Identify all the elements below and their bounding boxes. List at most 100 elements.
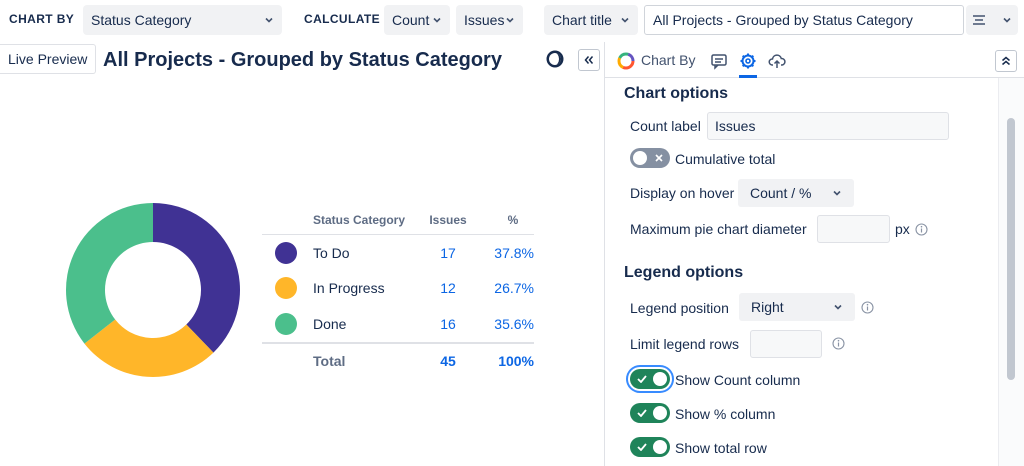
title-mode-select[interactable]: Chart title (544, 5, 638, 35)
toggle-knob (653, 440, 667, 454)
legend-issues-count[interactable]: 12 (440, 280, 456, 297)
legend-header-issues: Issues (429, 212, 467, 227)
chevron-down-icon (264, 15, 274, 25)
chevron-down-icon (832, 188, 842, 198)
donut-slice-in-progress[interactable] (84, 319, 214, 377)
align-center-icon (972, 14, 986, 26)
double-chevron-left-icon (583, 55, 595, 65)
app-logo-icon (616, 51, 636, 71)
collapse-preview-button[interactable] (578, 49, 600, 71)
calc-field-value: Issues (464, 12, 505, 28)
live-preview-tab[interactable]: Live Preview (0, 44, 97, 74)
scroll-to-top-button[interactable] (995, 50, 1017, 72)
info-icon[interactable] (915, 223, 928, 236)
display-on-hover-value: Count / % (750, 185, 812, 201)
legend-percent[interactable]: 35.6% (494, 315, 534, 332)
check-icon (634, 405, 650, 421)
theme-toggle-icon[interactable] (545, 49, 565, 69)
top-toolbar: CHART BY Status Category CALCULATE Count… (0, 0, 1024, 42)
legend-percent[interactable]: 26.7% (494, 280, 534, 297)
toggle-knob (633, 151, 647, 165)
legend-position-label: Legend position (630, 300, 729, 316)
show-percent-column-label: Show % column (675, 406, 776, 422)
show-count-column-label: Show Count column (675, 372, 801, 388)
legend-total-percent[interactable]: 100% (498, 352, 534, 369)
panel-tabs: Chart By (605, 42, 1024, 78)
title-mode-value: Chart title (552, 12, 612, 28)
legend-total-issues[interactable]: 45 (440, 352, 456, 369)
page-title: All Projects - Grouped by Status Categor… (103, 49, 502, 71)
chart-by-select[interactable]: Status Category (83, 5, 282, 35)
active-tab-indicator (739, 75, 757, 78)
cloud-upload-icon[interactable] (768, 52, 786, 70)
toggle-knob (653, 406, 667, 420)
legend-swatch (274, 312, 297, 335)
check-icon (634, 371, 650, 387)
legend-header: Status Category Issues % (262, 205, 534, 235)
calculate-label: CALCULATE (304, 12, 381, 26)
donut-slice-done[interactable] (65, 203, 153, 344)
chart-title-input[interactable]: All Projects - Grouped by Status Categor… (644, 5, 964, 35)
legend-options-heading: Legend options (624, 264, 744, 281)
legend-issues-count[interactable]: 17 (440, 244, 456, 261)
display-on-hover-select[interactable]: Count / % (738, 179, 854, 207)
chevron-down-icon (620, 15, 630, 25)
legend-position-value: Right (751, 299, 784, 315)
chevron-down-icon (505, 15, 515, 25)
chart-options-heading: Chart options (624, 85, 728, 102)
tab-chart-by[interactable]: Chart By (641, 52, 696, 68)
info-icon[interactable] (861, 301, 874, 314)
toggle-knob (653, 372, 667, 386)
cumulative-total-label: Cumulative total (675, 151, 776, 167)
legend-row-todo: To Do 17 37.8% (262, 235, 534, 271)
double-chevron-up-icon (1001, 55, 1011, 67)
legend-category-name: Done (313, 315, 347, 332)
limit-legend-rows-label: Limit legend rows (630, 336, 739, 352)
max-pie-diameter-label: Maximum pie chart diameter (630, 221, 807, 237)
legend-row-in-progress: In Progress 12 26.7% (262, 271, 534, 307)
donut-chart (65, 203, 240, 377)
show-percent-column-toggle[interactable] (630, 403, 670, 423)
chevron-down-icon (1002, 15, 1012, 25)
legend-swatch (274, 277, 297, 300)
scrollbar-thumb[interactable] (1007, 118, 1015, 380)
legend-total-label: Total (313, 352, 346, 369)
calc-field-select[interactable]: Issues (456, 5, 523, 35)
display-on-hover-label: Display on hover (630, 185, 735, 201)
info-icon[interactable] (832, 337, 845, 350)
show-total-row-toggle[interactable] (630, 437, 670, 457)
legend-category-name: To Do (313, 244, 350, 261)
chevron-down-icon (833, 302, 843, 312)
check-icon (634, 439, 650, 455)
legend-swatch (274, 241, 297, 264)
legend-table: Status Category Issues % To Do 17 37.8% … (262, 205, 534, 378)
donut-slice-to-do[interactable] (153, 203, 240, 353)
calc-type-value: Count (392, 12, 430, 28)
legend-position-select[interactable]: Right (739, 293, 855, 321)
cumulative-total-toggle[interactable] (630, 148, 670, 168)
show-count-column-toggle[interactable] (630, 369, 670, 389)
show-total-row-label: Show total row (675, 440, 767, 456)
legend-total-row: Total 45 100% (262, 341, 534, 378)
max-pie-diameter-unit: px (895, 221, 910, 237)
calc-type-select[interactable]: Count (384, 5, 450, 35)
count-label-input[interactable]: Issues (707, 112, 949, 140)
settings-panel: Chart By Chart options Count label Issue… (604, 42, 1024, 466)
legend-percent[interactable]: 37.8% (494, 244, 534, 261)
chart-title-value: All Projects - Grouped by Status Categor… (653, 12, 913, 28)
legend-row-done: Done 16 35.6% (262, 306, 534, 342)
limit-legend-rows-input[interactable] (750, 330, 822, 358)
chart-by-value: Status Category (91, 12, 192, 28)
legend-issues-count[interactable]: 16 (440, 315, 456, 332)
chart-by-label: CHART BY (9, 12, 75, 26)
gear-icon[interactable] (739, 52, 757, 70)
close-icon (651, 150, 667, 166)
count-label-value: Issues (715, 118, 756, 134)
max-pie-diameter-input[interactable] (817, 215, 890, 243)
legend-header-category: Status Category (313, 212, 406, 227)
count-label-label: Count label (630, 118, 701, 134)
chevron-down-icon (432, 15, 442, 25)
panel-scrollbar[interactable] (998, 78, 1024, 466)
comment-icon[interactable] (710, 52, 728, 70)
title-align-select[interactable] (966, 5, 1018, 35)
